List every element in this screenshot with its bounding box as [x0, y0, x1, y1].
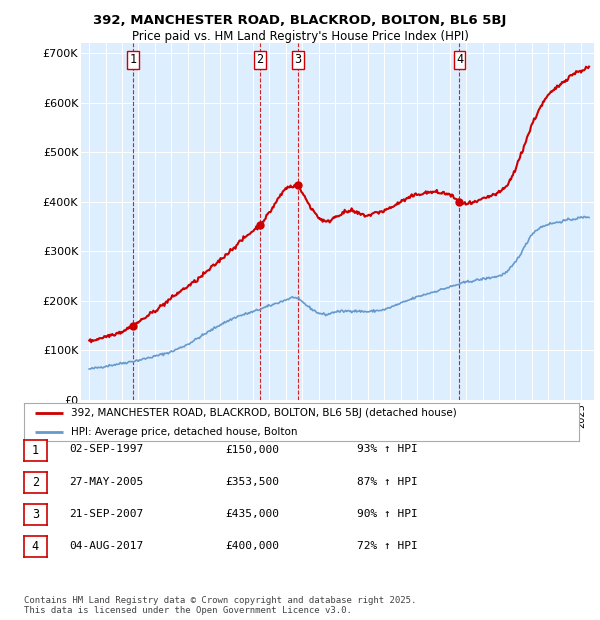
Text: 1: 1	[32, 444, 39, 456]
Text: 3: 3	[294, 53, 301, 66]
Text: 2: 2	[32, 476, 39, 489]
Text: 87% ↑ HPI: 87% ↑ HPI	[357, 477, 418, 487]
Text: 4: 4	[32, 541, 39, 553]
Text: 3: 3	[32, 508, 39, 521]
Text: 02-SEP-1997: 02-SEP-1997	[69, 445, 143, 454]
Text: 90% ↑ HPI: 90% ↑ HPI	[357, 509, 418, 519]
Text: £400,000: £400,000	[225, 541, 279, 551]
Text: £435,000: £435,000	[225, 509, 279, 519]
Text: Contains HM Land Registry data © Crown copyright and database right 2025.
This d: Contains HM Land Registry data © Crown c…	[24, 596, 416, 615]
Text: 4: 4	[456, 53, 463, 66]
Text: 21-SEP-2007: 21-SEP-2007	[69, 509, 143, 519]
Text: 2: 2	[256, 53, 263, 66]
Text: 27-MAY-2005: 27-MAY-2005	[69, 477, 143, 487]
Text: 392, MANCHESTER ROAD, BLACKROD, BOLTON, BL6 5BJ (detached house): 392, MANCHESTER ROAD, BLACKROD, BOLTON, …	[71, 409, 457, 419]
Text: Price paid vs. HM Land Registry's House Price Index (HPI): Price paid vs. HM Land Registry's House …	[131, 30, 469, 43]
Text: £150,000: £150,000	[225, 445, 279, 454]
Text: HPI: Average price, detached house, Bolton: HPI: Average price, detached house, Bolt…	[71, 427, 298, 437]
Text: 72% ↑ HPI: 72% ↑ HPI	[357, 541, 418, 551]
Text: 04-AUG-2017: 04-AUG-2017	[69, 541, 143, 551]
Text: 1: 1	[130, 53, 137, 66]
Text: 392, MANCHESTER ROAD, BLACKROD, BOLTON, BL6 5BJ: 392, MANCHESTER ROAD, BLACKROD, BOLTON, …	[94, 14, 506, 27]
Text: £353,500: £353,500	[225, 477, 279, 487]
Text: 93% ↑ HPI: 93% ↑ HPI	[357, 445, 418, 454]
